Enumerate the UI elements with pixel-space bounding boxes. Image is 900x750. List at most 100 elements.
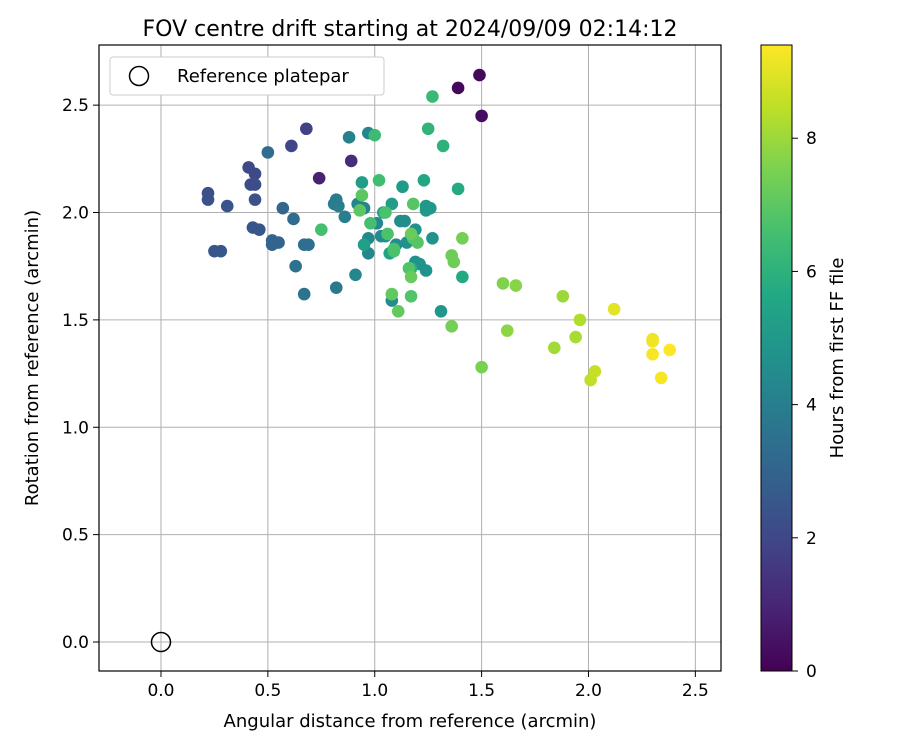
data-point (272, 236, 285, 249)
data-point (248, 178, 262, 191)
data-point (396, 180, 409, 194)
colorbar: 0 2 4 6 8 Hours from first FF file (760, 44, 848, 682)
data-point (556, 289, 570, 303)
data-point (201, 193, 215, 206)
data-point (372, 173, 386, 187)
data-point (509, 279, 523, 292)
data-point (426, 90, 439, 103)
chart-title: FOV centre drift starting at 2024/09/09 … (143, 17, 678, 42)
data-point (475, 109, 488, 123)
data-point (475, 360, 488, 374)
data-point (404, 270, 418, 284)
y-axis-ticks: 0.0 0.5 1.0 1.5 2.0 2.5 (62, 96, 99, 653)
data-point (332, 199, 345, 213)
data-point (381, 227, 394, 241)
data-point (276, 201, 290, 215)
x-tick-label: 1.5 (468, 681, 495, 701)
legend-reference-marker (128, 65, 150, 87)
data-point (451, 81, 465, 95)
data-point (344, 154, 358, 168)
data-point (357, 238, 371, 252)
y-tick-label: 0.5 (62, 526, 89, 546)
data-point (385, 197, 399, 211)
plot-frame (98, 44, 722, 672)
reference-marker (150, 631, 172, 653)
data-point (436, 139, 450, 153)
data-point (406, 197, 420, 211)
data-point (573, 313, 587, 327)
data-point (289, 259, 302, 273)
colorbar-ticks: 0 2 4 6 8 (792, 129, 817, 682)
data-point (473, 68, 486, 82)
data-point (569, 330, 582, 344)
data-point (646, 335, 659, 348)
data-point (287, 212, 300, 226)
y-tick-label: 0.0 (62, 633, 89, 653)
data-point (547, 341, 561, 355)
data-point (391, 304, 405, 318)
legend-box (109, 56, 385, 96)
x-axis-label: Angular distance from reference (arcmin) (224, 711, 597, 732)
reference-platepar-point (150, 631, 172, 653)
data-point (261, 146, 275, 159)
data-point (312, 171, 326, 185)
data-point (248, 167, 262, 181)
data-point (364, 216, 377, 230)
y-tick-label: 1.5 (62, 311, 89, 331)
data-point (404, 227, 418, 241)
data-point (355, 176, 369, 189)
x-tick-label: 0.0 (147, 681, 174, 701)
data-point (456, 270, 469, 284)
data-point (368, 128, 382, 142)
data-point (419, 264, 433, 277)
y-tick-label: 2.5 (62, 96, 89, 116)
data-point (398, 214, 411, 228)
colorbar-tick-label: 0 (806, 662, 817, 682)
data-point (379, 206, 392, 219)
colorbar-gradient (760, 44, 793, 672)
data-point (496, 277, 510, 290)
data-point (302, 238, 315, 252)
colorbar-tick-label: 6 (806, 262, 817, 282)
colorbar-tick-label: 2 (806, 529, 817, 549)
data-point (588, 365, 602, 378)
data-point (342, 131, 356, 144)
data-point (411, 236, 424, 249)
data-point (456, 231, 469, 245)
data-point (424, 201, 437, 215)
colorbar-tick-label: 8 (806, 129, 817, 149)
y-tick-label: 1.0 (62, 418, 89, 438)
data-point (253, 223, 266, 236)
data-point (248, 193, 262, 206)
data-point (421, 122, 435, 136)
data-point (426, 231, 439, 245)
data-point (355, 189, 369, 202)
data-point (349, 268, 362, 282)
data-point (285, 139, 298, 153)
data-point (451, 182, 465, 196)
data-point (404, 289, 418, 303)
x-tick-label: 2.0 (575, 681, 602, 701)
legend-label: Reference platepar (177, 66, 349, 87)
y-tick-label: 2.0 (62, 204, 89, 224)
x-axis-ticks: 0.0 0.5 1.0 1.5 2.0 2.5 (147, 671, 709, 701)
legend: Reference platepar (109, 56, 385, 96)
data-point (300, 122, 313, 136)
data-point (663, 343, 677, 357)
data-point (220, 199, 234, 213)
data-point (607, 302, 621, 316)
grid-lines (99, 45, 721, 671)
y-axis-label: Rotation from reference (arcmin) (22, 210, 43, 506)
x-tick-label: 2.5 (682, 681, 709, 701)
data-point (297, 287, 311, 301)
data-point (646, 347, 659, 361)
data-point (387, 242, 401, 256)
data-point (214, 244, 228, 258)
data-point (314, 223, 328, 236)
data-point (353, 204, 367, 217)
data-point (385, 287, 399, 301)
colorbar-tick-label: 4 (806, 396, 817, 416)
data-point (417, 173, 431, 187)
data-point (329, 281, 343, 294)
